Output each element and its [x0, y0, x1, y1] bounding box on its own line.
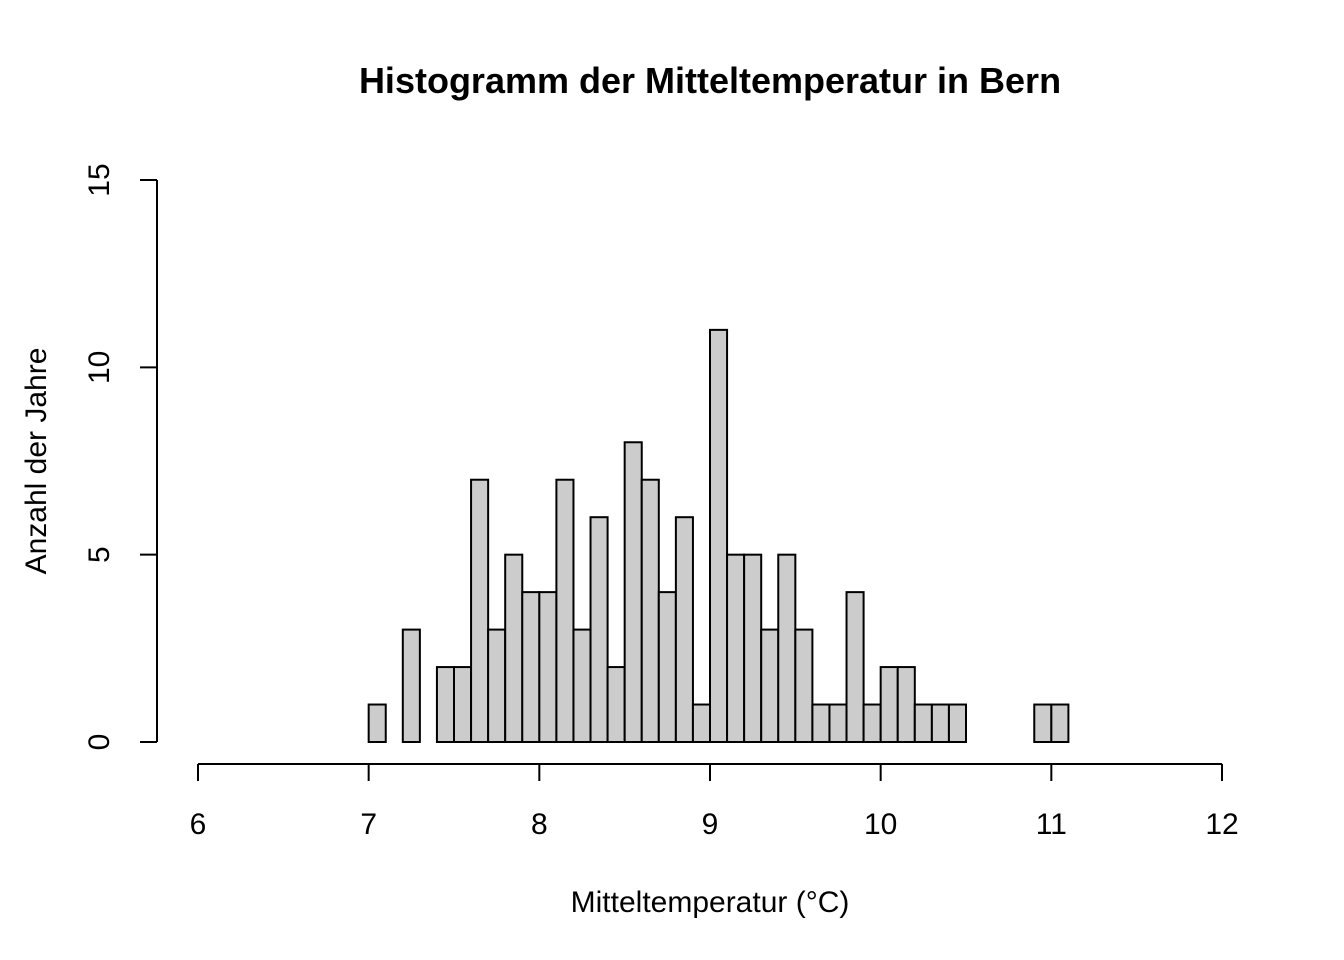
- histogram-bar: [828, 703, 848, 744]
- histogram-bar: [487, 628, 507, 743]
- histogram-bar: [794, 628, 814, 743]
- x-tick-label: 9: [702, 808, 719, 841]
- histogram-bar: [1050, 703, 1070, 744]
- histogram-bar: [521, 591, 541, 743]
- chart-title: Histogramm der Mitteltemperatur in Bern: [359, 60, 1061, 101]
- histogram-bar: [589, 516, 609, 744]
- x-tick-label: 8: [531, 808, 548, 841]
- histogram-bar: [913, 703, 933, 744]
- y-tick-label: 10: [83, 351, 116, 384]
- x-tick-label: 12: [1205, 808, 1238, 841]
- histogram-bar: [930, 703, 950, 744]
- histogram-bar: [606, 666, 626, 744]
- histogram-bar: [896, 666, 916, 744]
- x-tick-label: 6: [190, 808, 207, 841]
- x-axis-label: Mitteltemperatur (°C): [571, 886, 850, 919]
- x-axis: 6 7 8 9 10 11 12: [190, 763, 1239, 841]
- histogram-bar: [845, 591, 865, 743]
- histogram-bar: [538, 591, 558, 743]
- histogram-bar: [743, 553, 763, 743]
- histogram-bar: [435, 666, 455, 744]
- y-tick-label: 5: [83, 546, 116, 563]
- histogram-bar: [674, 516, 694, 744]
- histogram-bar: [657, 591, 677, 743]
- histogram-bar: [879, 666, 899, 744]
- y-tick-label: 15: [83, 163, 116, 196]
- y-axis: 0 5 10 15: [83, 163, 158, 751]
- y-axis-label: Anzahl der Jahre: [20, 348, 53, 575]
- histogram-bar: [367, 703, 387, 744]
- histogram-bar: [811, 703, 831, 744]
- histogram-bar: [453, 666, 473, 744]
- histogram-bar: [691, 703, 711, 744]
- histogram-bar: [555, 478, 575, 743]
- x-tick-label: 10: [864, 808, 897, 841]
- histogram-bar: [623, 441, 643, 743]
- histogram-bar: [760, 628, 780, 743]
- histogram-bar: [862, 703, 882, 744]
- x-tick-label: 7: [360, 808, 377, 841]
- x-tick-label: 11: [1036, 808, 1067, 841]
- histogram-bar: [401, 628, 421, 743]
- histogram-bar: [572, 628, 592, 743]
- histogram-bar: [1033, 703, 1053, 744]
- histogram-bar: [470, 478, 490, 743]
- histogram-bar: [709, 328, 729, 743]
- histogram-bar: [640, 478, 660, 743]
- y-tick-label: 0: [83, 734, 116, 751]
- histogram-bar: [726, 553, 746, 743]
- histogram-bar: [947, 703, 967, 744]
- histogram-bar: [777, 553, 797, 743]
- bars-group: [367, 328, 1070, 744]
- histogram-bar: [504, 553, 524, 743]
